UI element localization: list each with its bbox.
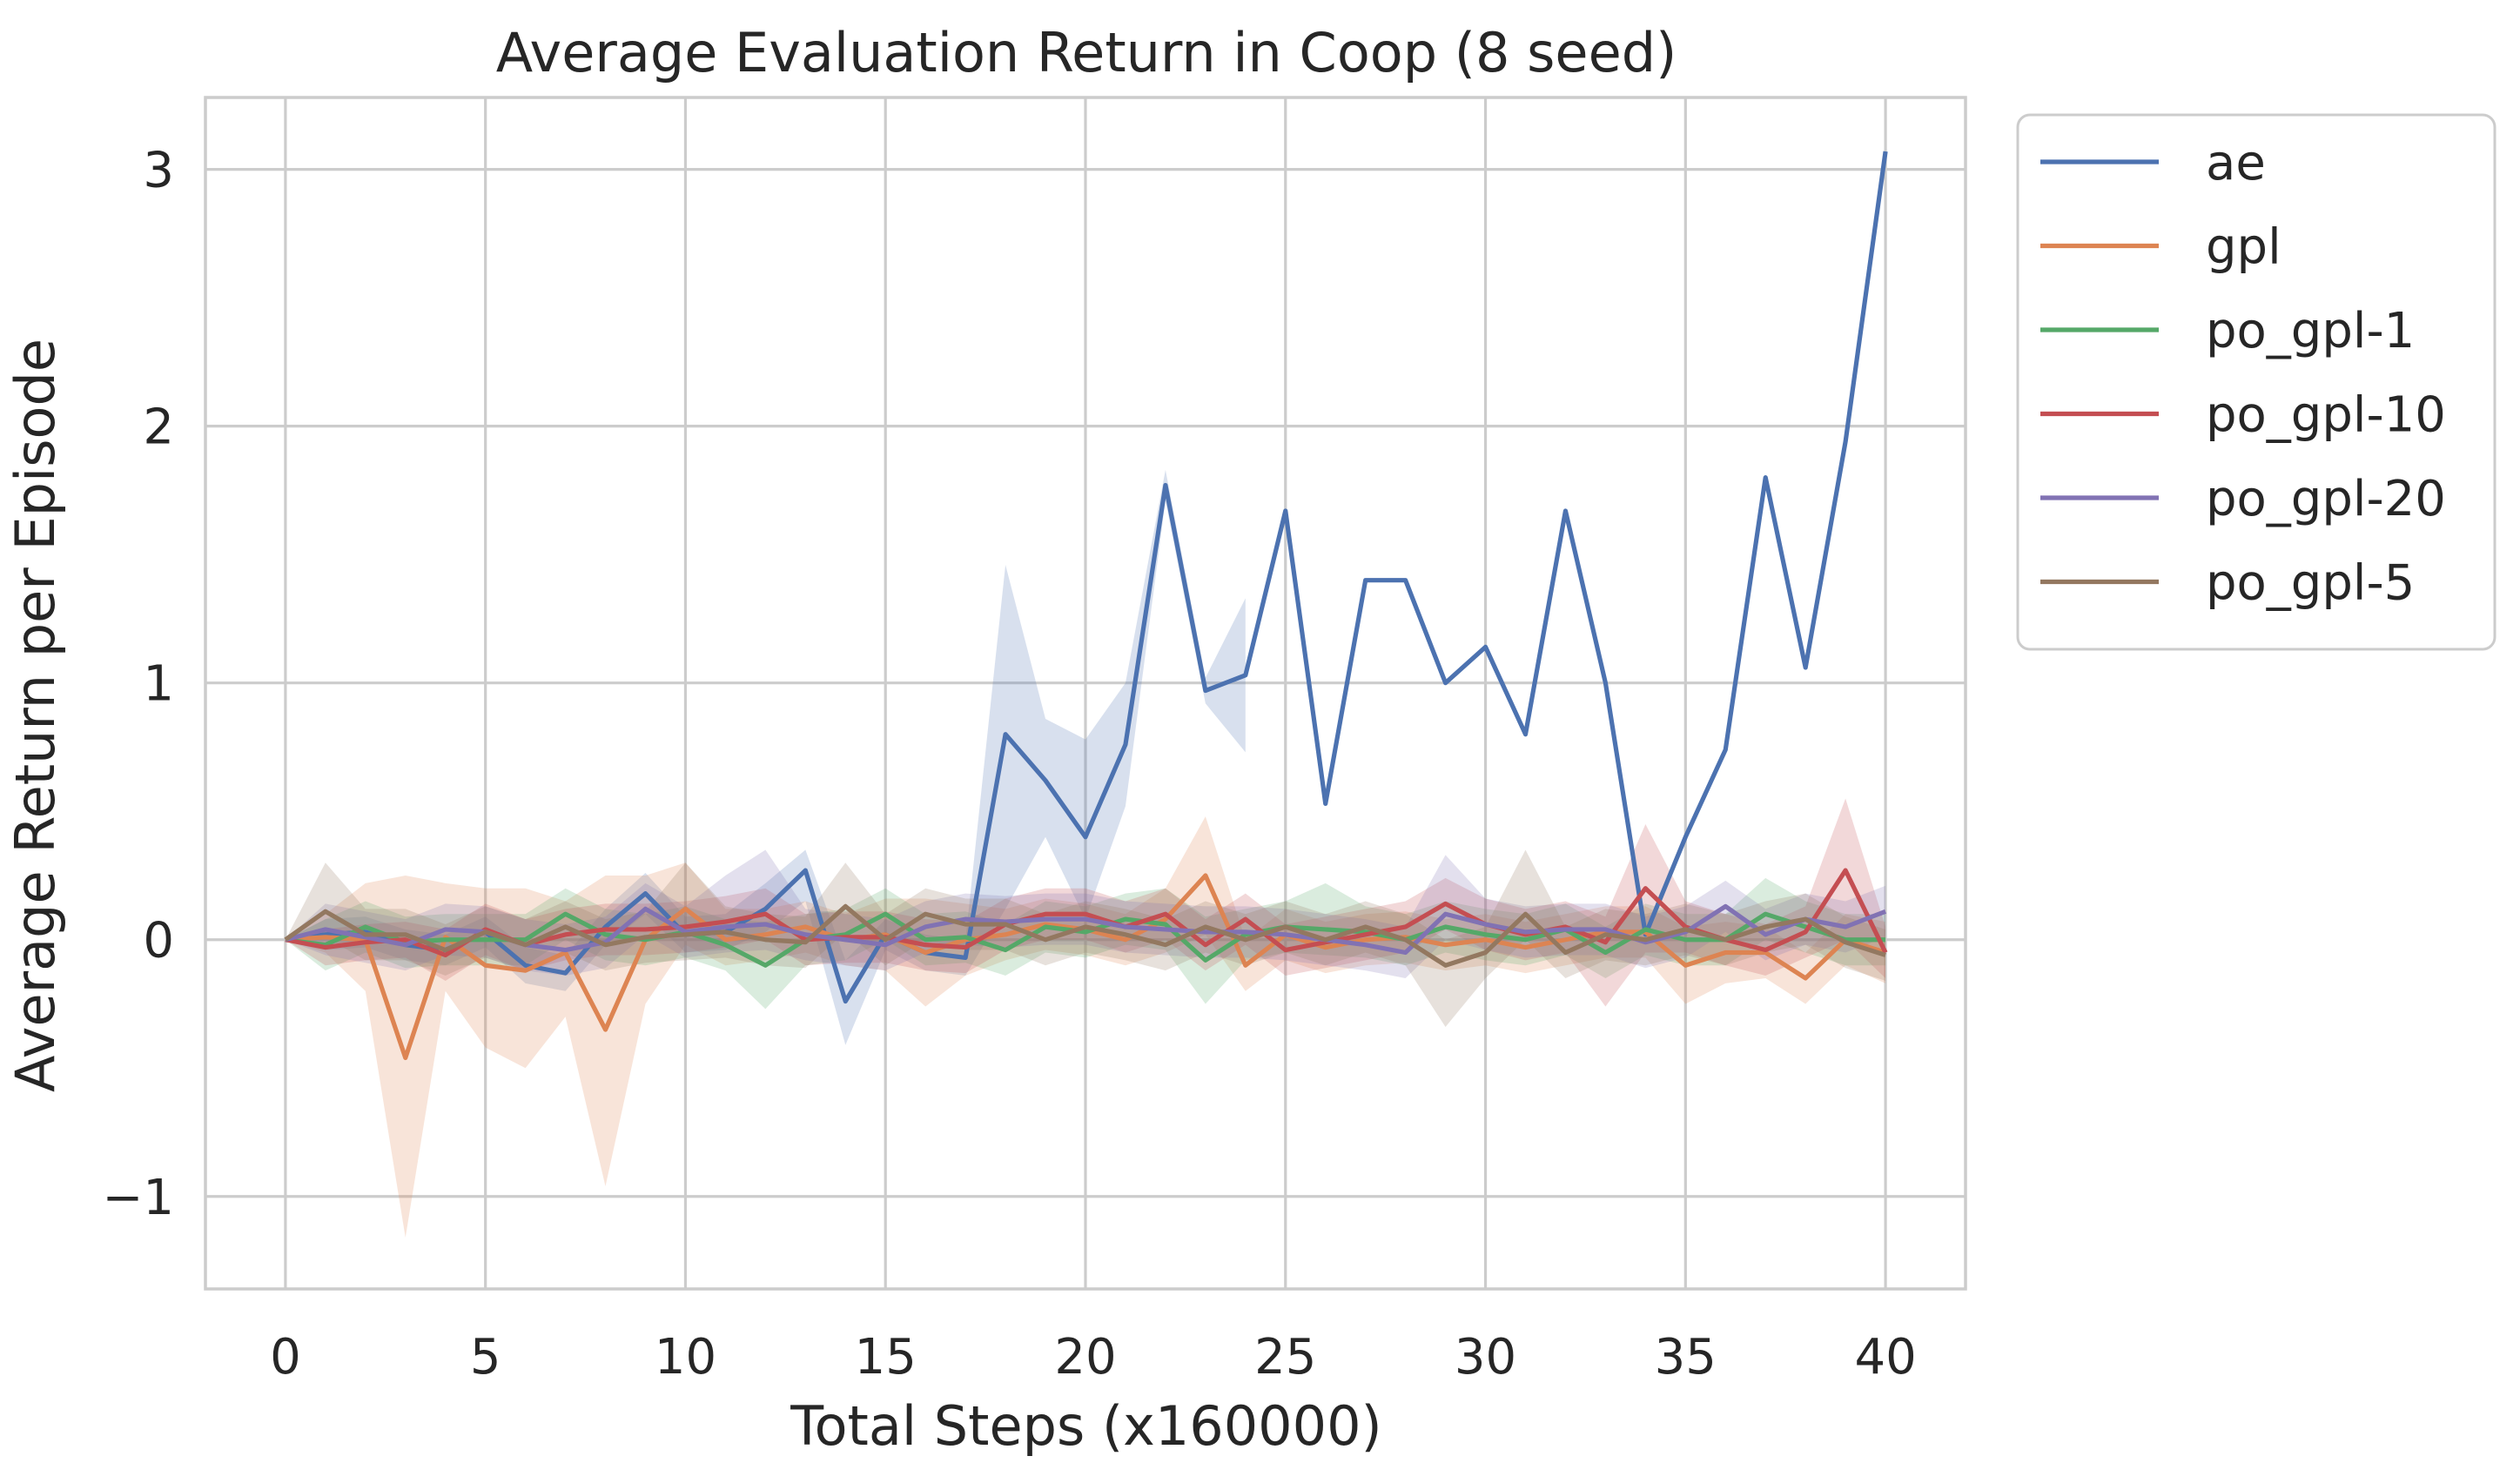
line-ae <box>285 151 1888 1004</box>
y-tick-label: 2 <box>143 399 174 456</box>
x-tick-label: 25 <box>1254 1329 1316 1386</box>
legend-label: gpl <box>2206 219 2281 276</box>
y-axis-ticks: −1 0 1 2 3 <box>102 143 174 1226</box>
band-gpl <box>285 816 1886 1238</box>
x-axis-label: Total Steps (x160000) <box>790 1394 1381 1458</box>
x-tick-label: 20 <box>1054 1329 1116 1386</box>
y-tick-label: 1 <box>143 656 174 713</box>
y-axis-label: Average Return per Episode <box>3 339 67 1092</box>
line-po-gpl-5 <box>284 903 1886 968</box>
legend-item-po-gpl-10: po_gpl-10 <box>2040 387 2446 444</box>
y-tick-label: −1 <box>102 1170 174 1226</box>
gridlines <box>205 97 1966 1289</box>
x-axis-ticks: 0 5 10 15 20 25 30 35 40 <box>270 1329 1917 1386</box>
chart-title: Average Evaluation Return in Coop (8 see… <box>496 21 1677 84</box>
x-tick-label: 30 <box>1455 1329 1516 1386</box>
line-po-gpl-10 <box>285 868 1888 958</box>
legend: ae gpl po_gpl-1 po_gpl-10 po_gpl-20 po_gpl-5 <box>2016 113 2496 651</box>
x-tick-label: 15 <box>855 1329 917 1386</box>
legend-items: ae gpl po_gpl-1 po_gpl-10 po_gpl-20 po_gpl-5 <box>2040 135 2446 612</box>
legend-item-ae: ae <box>2040 135 2266 191</box>
plot-frame <box>204 96 1967 1291</box>
legend-label: po_gpl-20 <box>2206 471 2446 527</box>
legend-label: po_gpl-1 <box>2206 303 2415 359</box>
legend-item-po-gpl-1: po_gpl-1 <box>2040 303 2415 359</box>
band-po-gpl-5 <box>285 849 1886 1028</box>
y-tick-label: 0 <box>143 913 174 970</box>
line-po-gpl-1 <box>285 911 1886 968</box>
legend-item-po-gpl-20: po_gpl-20 <box>2040 471 2446 527</box>
x-tick-label: 35 <box>1655 1329 1717 1386</box>
legend-label: ae <box>2206 135 2266 191</box>
legend-label: po_gpl-5 <box>2206 555 2415 612</box>
legend-label: po_gpl-10 <box>2206 387 2446 444</box>
x-tick-label: 5 <box>470 1329 501 1386</box>
line-po-gpl-20 <box>285 903 1887 956</box>
x-tick-label: 10 <box>655 1329 716 1386</box>
legend-item-po-gpl-5: po_gpl-5 <box>2040 555 2415 612</box>
band-ae <box>285 469 1246 1045</box>
legend-box <box>2016 113 2496 651</box>
series-lines <box>284 151 1888 1061</box>
x-tick-label: 40 <box>1854 1329 1916 1386</box>
x-tick-label: 0 <box>270 1329 301 1386</box>
legend-item-gpl: gpl <box>2040 219 2281 276</box>
band-po-gpl-10 <box>285 798 1886 1007</box>
y-tick-label: 3 <box>143 143 174 199</box>
